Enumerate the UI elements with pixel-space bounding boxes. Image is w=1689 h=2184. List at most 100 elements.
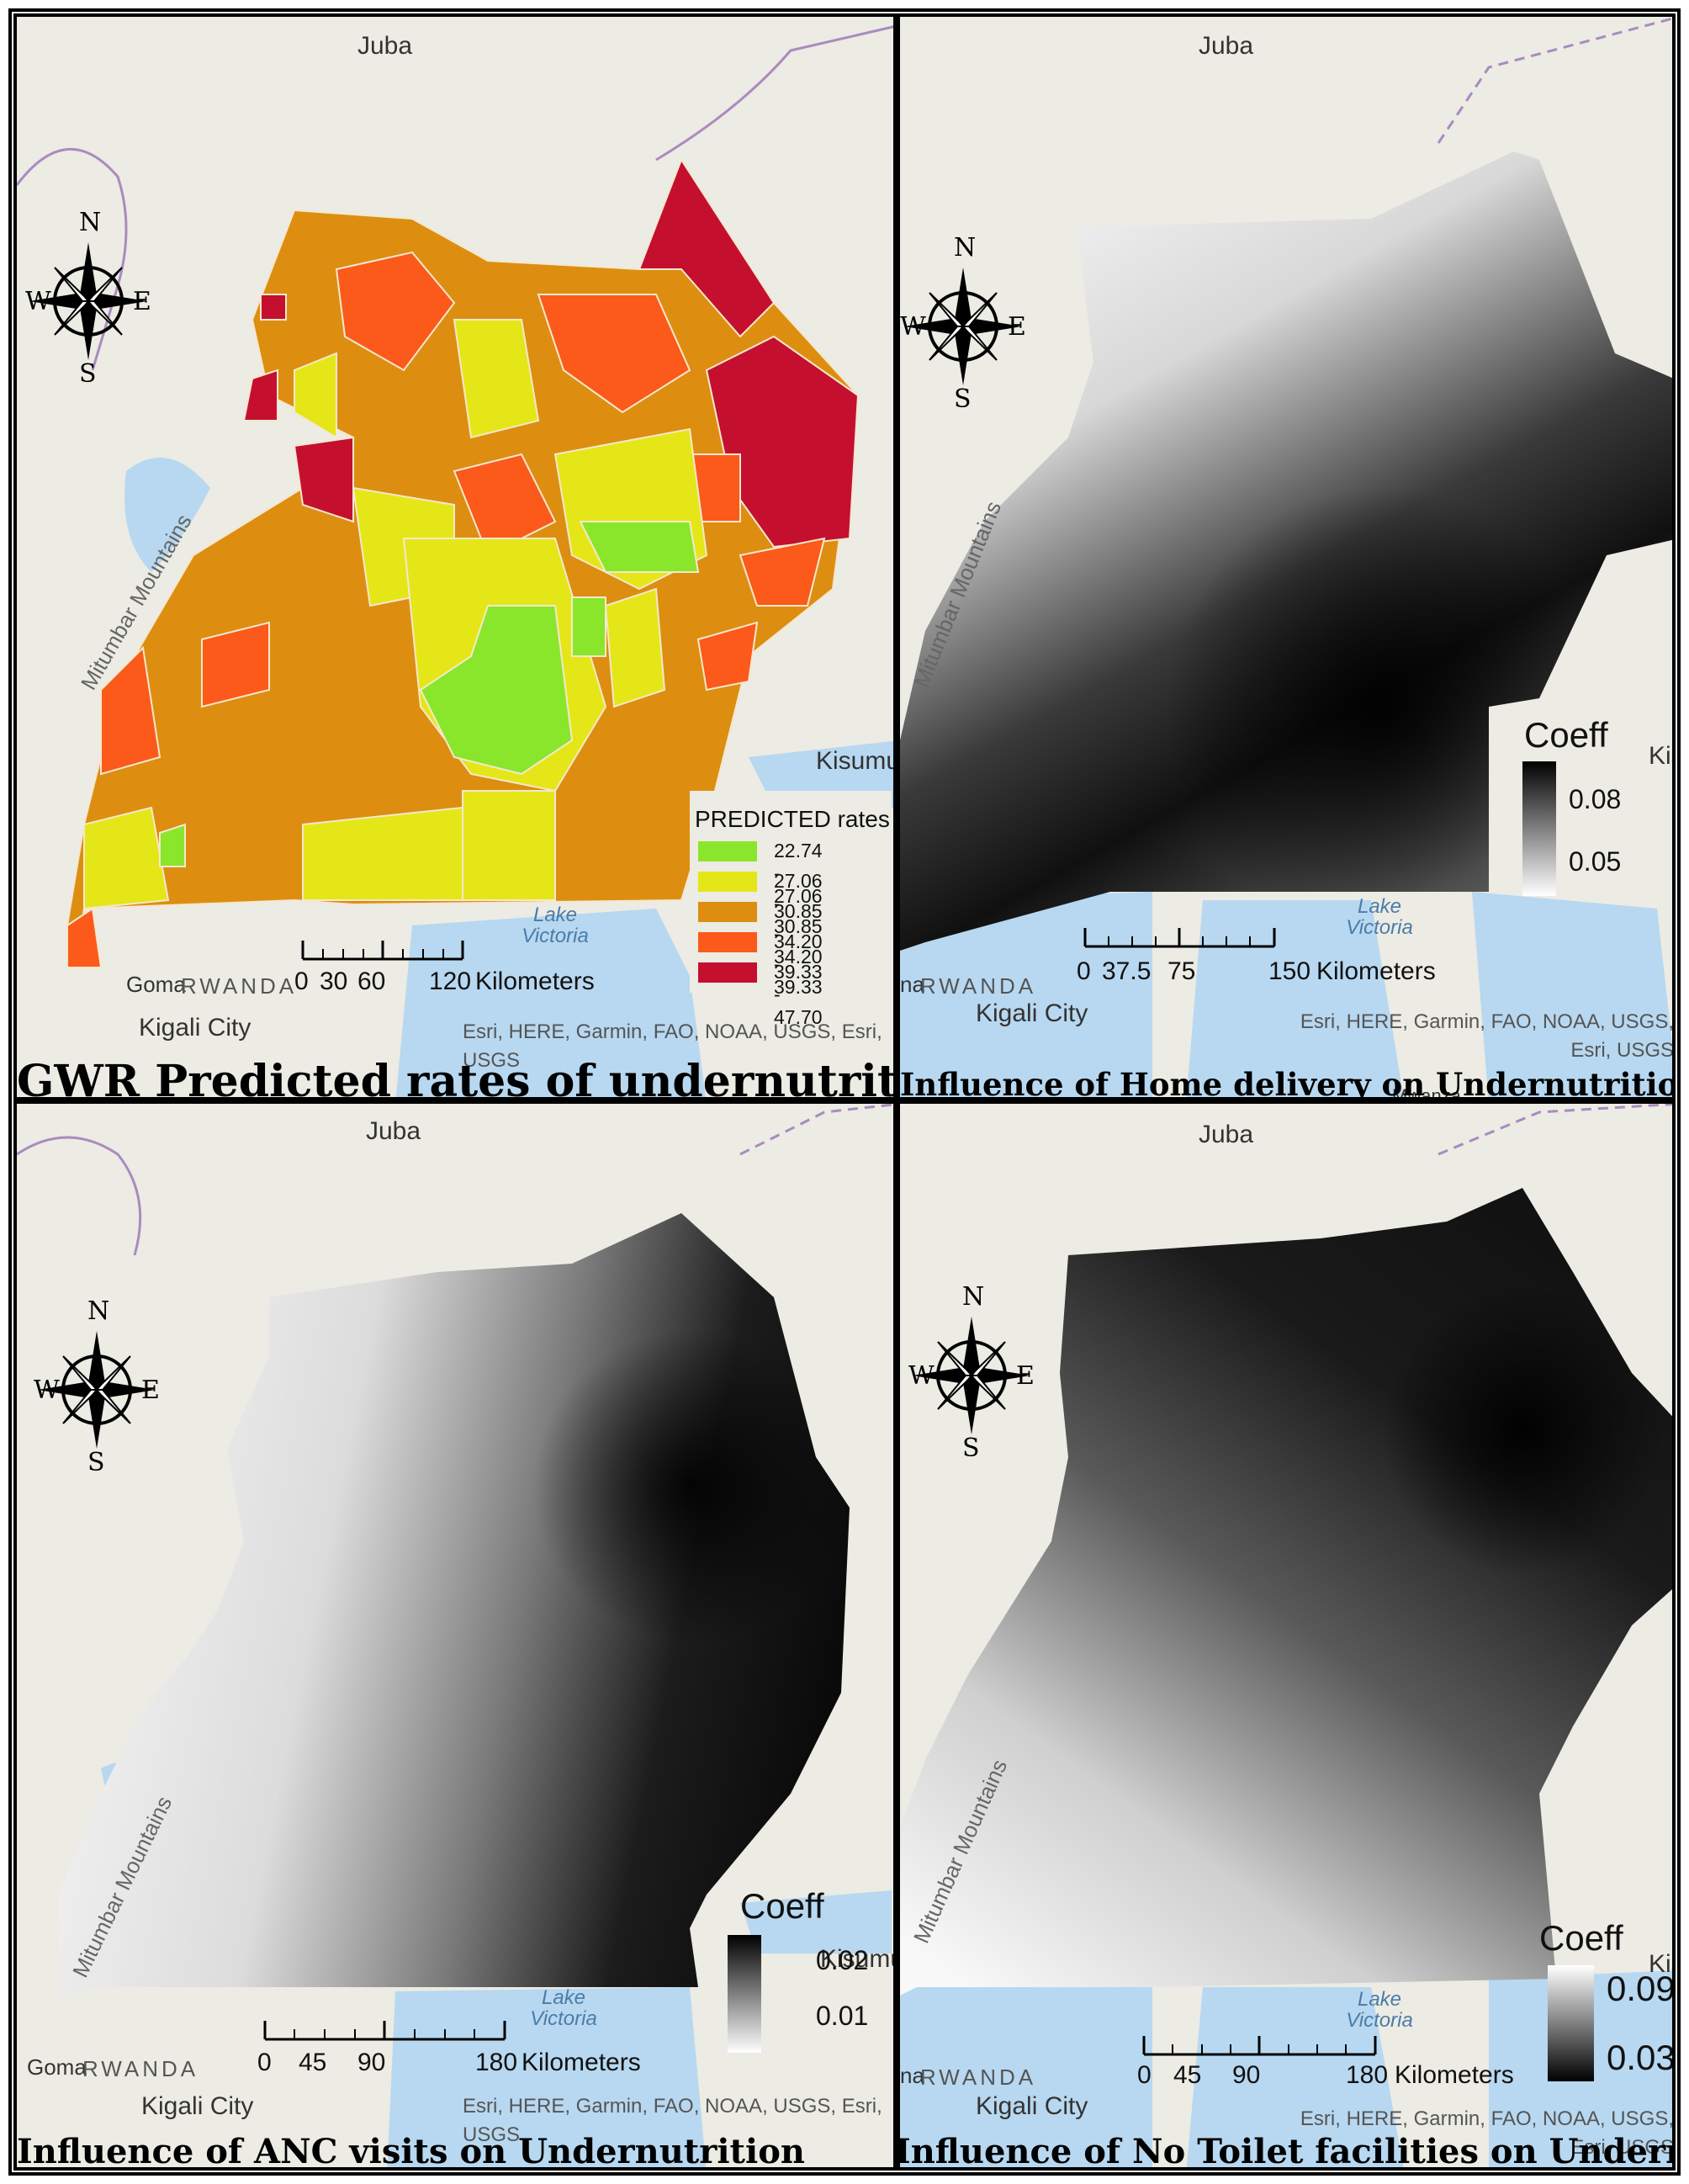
scale-tick-3: 120 <box>429 967 472 995</box>
scale-tick-1: 37.5 <box>1102 957 1152 985</box>
place-juba: Juba <box>357 32 413 60</box>
border-line <box>1438 1104 1672 1156</box>
place-juba: Juba <box>1199 32 1254 60</box>
district <box>242 368 278 421</box>
basemap-3 <box>17 1104 893 2167</box>
north-arrow: N E S W <box>908 1282 1035 1461</box>
scale-tick-0: 0 <box>257 2049 272 2076</box>
north-arrow: N E S W <box>900 233 1026 412</box>
scale-tick-2: 90 <box>357 2049 386 2076</box>
panel-title: Influence of Home delivery on Undernutri… <box>900 1066 1676 1100</box>
lake-victoria <box>395 909 706 1097</box>
panel-title: GWR Predicted rates of undernutrition <box>17 1056 897 1100</box>
panel-title: Influence of No Toilet facilities on Und… <box>897 2132 1672 2171</box>
panel-no-toilet: N E S W Juba Kis na RWANDA Kigali City M… <box>897 1100 1676 2171</box>
legend-high: 0.08 <box>1569 784 1622 814</box>
border-line <box>17 1136 142 1256</box>
legend-title: Coeff <box>1539 1918 1623 1958</box>
legend-label: 30.85 - 34.20 <box>774 900 823 967</box>
district <box>537 294 691 414</box>
scale-unit: Kilometers <box>1316 957 1436 985</box>
place-kigali: Kigali City <box>141 2092 254 2120</box>
scale-tick-0: 0 <box>294 967 309 995</box>
district <box>201 621 270 708</box>
svg-text:N: N <box>79 208 101 237</box>
attribution: Esri, HERE, Garmin, FAO, NOAA, USGS, Esr… <box>463 2095 882 2146</box>
place-kigali: Kigali City <box>976 999 1088 1027</box>
legend-box: PREDICTED rates 22.74 - 27.06 27.06 - 30… <box>690 791 892 1028</box>
place-kisumu: Kis <box>1649 742 1672 770</box>
lake-albert <box>124 458 210 572</box>
border-line <box>17 147 128 371</box>
district <box>83 806 170 910</box>
place-lake: Lake Victoria <box>530 1986 597 2031</box>
legend-ramp <box>728 1935 761 2053</box>
place-rwanda: RWANDA <box>920 973 1037 999</box>
district <box>462 790 556 901</box>
scale-bar <box>1142 2036 1377 2056</box>
lake-victoria-gulf <box>740 1890 892 1953</box>
coeff-surface-core <box>900 1188 1672 1996</box>
attribution: Esri, HERE, Garmin, FAO, NOAA, USGS, Esr… <box>1300 2107 1674 2159</box>
district <box>638 157 776 338</box>
legend-swatch <box>698 872 757 892</box>
district <box>335 251 456 372</box>
scale-tick-3: 180 <box>475 2049 518 2076</box>
legend-title: Coeff <box>1524 715 1608 755</box>
scale-unit: Kilometers <box>522 2049 641 2076</box>
lake-victoria <box>1186 1987 1404 2167</box>
lake-victoria <box>1472 892 1672 1097</box>
coeff-surface-core <box>900 151 1672 951</box>
legend-low: 0.03 <box>1607 2038 1676 2077</box>
basemap-4 <box>900 1104 1672 2167</box>
legend-label: 22.74 - 27.06 <box>774 840 823 907</box>
legend-title: Coeff <box>740 1886 824 1926</box>
district <box>302 806 463 901</box>
scale-bar <box>263 2021 506 2041</box>
svg-text:S: S <box>962 1434 980 1461</box>
svg-text:S: S <box>954 384 972 412</box>
district <box>739 537 826 607</box>
coeff-surface-core <box>59 1213 850 1996</box>
scale-tick-0: 0 <box>1137 2061 1152 2089</box>
district <box>453 319 540 439</box>
place-rwanda: RWANDA <box>181 973 298 999</box>
panel-anc-visits: N E S W Juba Kisumu Goma RWANDA Kigali C… <box>13 1100 897 2171</box>
scale-tick-2: 90 <box>1232 2061 1261 2089</box>
district <box>294 352 337 439</box>
legend-low: 0.01 <box>816 2001 869 2031</box>
scale-tick-1: 45 <box>299 2049 327 2076</box>
legend-swatch <box>698 962 757 983</box>
district <box>604 587 666 708</box>
panel-home-delivery: N E S W Juba Kis na RWANDA Kigali City M… <box>897 13 1676 1100</box>
svg-text:S: S <box>87 1448 105 1476</box>
place-lake: Lake Victoria <box>1346 895 1413 940</box>
place-juba: Juba <box>1199 1121 1254 1148</box>
lake-victoria <box>900 1983 1152 2167</box>
border-line <box>655 25 893 162</box>
place-goma: na <box>900 2063 924 2088</box>
scale-tick-2: 75 <box>1167 957 1196 985</box>
border-line <box>1437 17 1672 144</box>
legend-high: 0.09 <box>1607 1969 1676 2008</box>
basemap-2 <box>900 17 1672 1097</box>
scale-bar <box>1083 928 1276 948</box>
district <box>696 621 759 692</box>
district <box>159 823 186 867</box>
scale-unit: Kilometers <box>1395 2061 1514 2089</box>
legend-low: 0.05 <box>1569 846 1622 877</box>
scale-tick-3: 180 <box>1346 2061 1389 2089</box>
panel-title: Influence of ANC visits on Undernutritio… <box>17 2132 805 2171</box>
scale-tick-1: 45 <box>1173 2061 1202 2089</box>
svg-text:S: S <box>79 359 97 387</box>
place-kisumu: Kis <box>1649 1950 1672 1978</box>
legend-swatch <box>698 902 757 922</box>
legend-swatch <box>698 841 757 861</box>
place-rwanda: RWANDA <box>82 2056 199 2081</box>
legend-title: PREDICTED rates <box>695 806 890 832</box>
legend-high: 0.02 <box>816 1945 869 1975</box>
legend-label: 34.20 - 39.33 <box>774 930 823 998</box>
district <box>260 294 287 321</box>
place-goma: Goma <box>126 972 186 997</box>
attribution: Esri, HERE, Garmin, FAO, NOAA, USGS, Esr… <box>463 1020 882 1072</box>
